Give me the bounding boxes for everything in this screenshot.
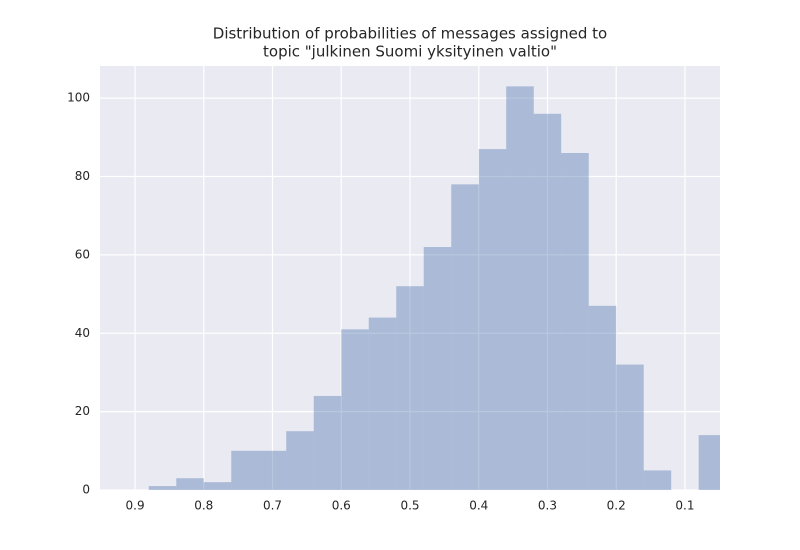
x-tick-label: 0.6 <box>332 499 351 513</box>
bar <box>561 152 589 490</box>
x-tick-label: 0.5 <box>400 499 419 513</box>
y-tick-label: 40 <box>75 326 90 340</box>
bars <box>148 86 720 490</box>
x-tick-label: 0.4 <box>469 499 488 513</box>
bar <box>533 113 562 490</box>
bar <box>286 431 314 490</box>
y-tick-label: 60 <box>75 247 90 261</box>
grid <box>100 66 720 491</box>
bar <box>231 450 259 490</box>
bar <box>341 329 369 490</box>
chart-title: Distribution of probabilities of message… <box>213 25 607 43</box>
bar <box>451 184 479 490</box>
bar <box>396 286 424 490</box>
bar <box>423 247 452 490</box>
y-tick-label: 100 <box>67 91 90 105</box>
bar <box>258 450 287 490</box>
bar <box>616 364 644 490</box>
x-tick-label: 0.9 <box>126 499 145 513</box>
bar <box>478 149 507 490</box>
x-tick-label: 0.2 <box>607 499 626 513</box>
chart-title: topic "julkinen Suomi yksityinen valtio" <box>263 43 557 61</box>
bar <box>643 470 672 490</box>
y-tick-label: 20 <box>75 404 90 418</box>
bar <box>313 395 342 490</box>
bar <box>588 305 617 490</box>
bar <box>176 478 204 490</box>
x-tick-label: 0.7 <box>263 499 282 513</box>
bar <box>368 317 397 490</box>
y-tick-label: 80 <box>75 169 90 183</box>
x-tick-label: 0.8 <box>194 499 213 513</box>
bar <box>148 486 177 490</box>
x-tick-label: 0.1 <box>675 499 694 513</box>
y-tick-label: 0 <box>82 483 90 497</box>
bar <box>506 86 534 490</box>
bar <box>203 482 232 490</box>
bar <box>698 435 720 490</box>
x-tick-label: 0.3 <box>538 499 557 513</box>
